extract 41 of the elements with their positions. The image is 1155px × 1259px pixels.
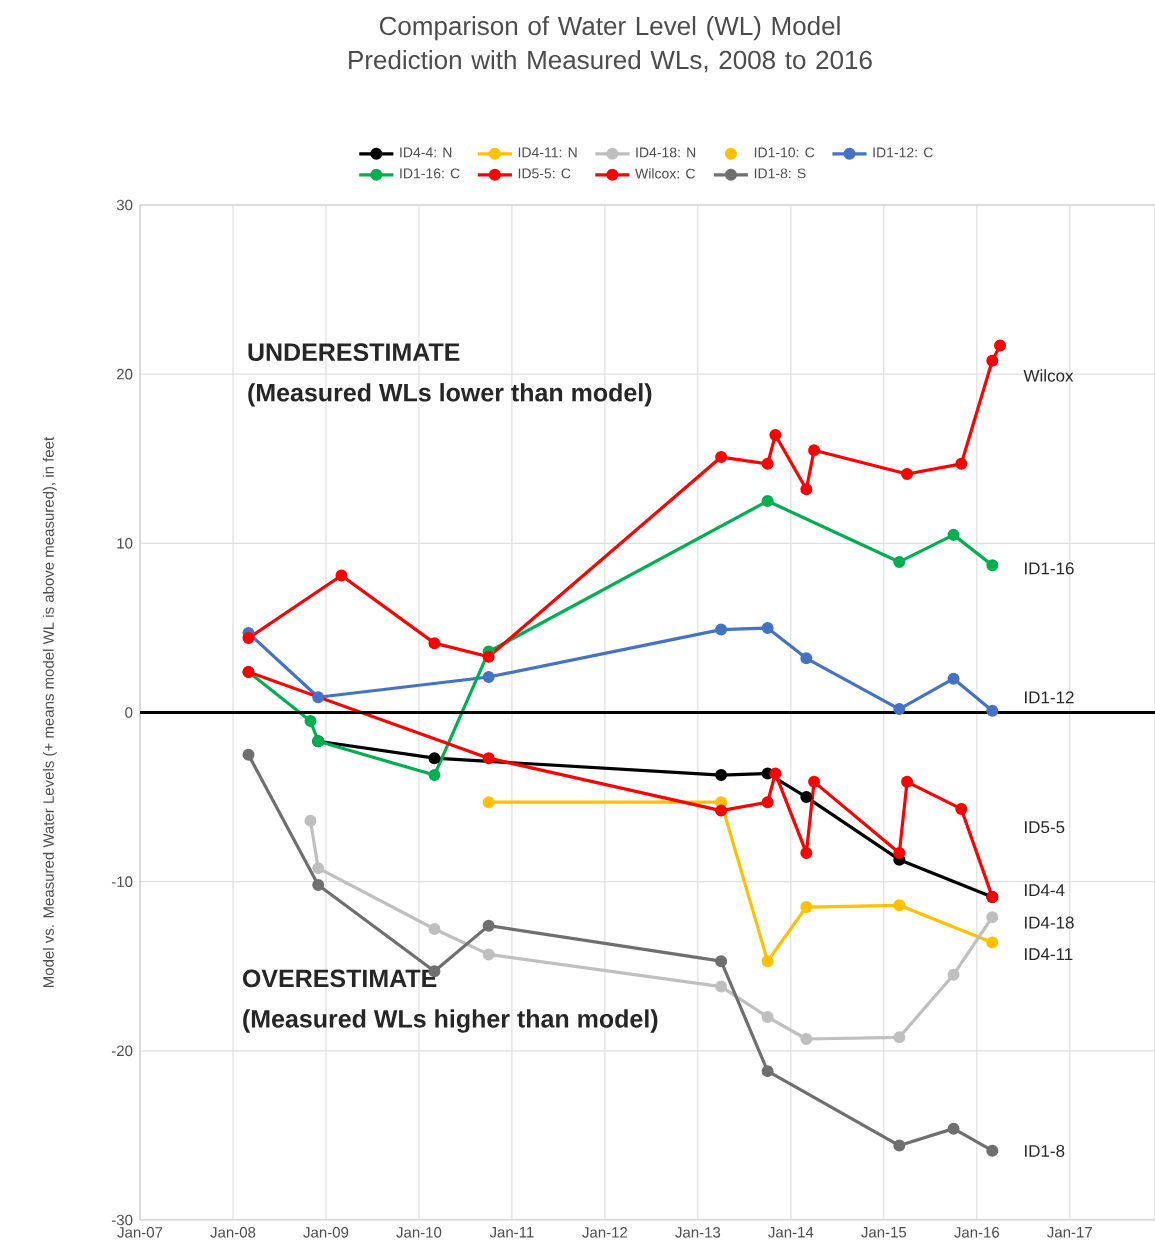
legend-label: ID1-12: C	[873, 147, 933, 158]
annotation: ID4-4	[1025, 884, 1065, 896]
annotation: OVERESTIMATE	[242, 969, 437, 988]
annotation: ID1-16	[1025, 562, 1074, 575]
y-tick-label: 20	[117, 368, 133, 380]
x-tick-label: Jan-17	[1047, 1227, 1092, 1238]
y-tick-label: 30	[116, 199, 133, 211]
x-tick-label: Jan-15	[861, 1227, 907, 1238]
y-axis-title: Model vs. Measured Water Levels (+ means model WL is above measured), in feet	[42, 436, 57, 988]
legend-label: ID1-16: C	[400, 168, 460, 179]
x-tick-label: Jan-16	[954, 1227, 1000, 1238]
y-tick-label: -30	[111, 1214, 133, 1226]
annotation: ID5-5	[1025, 821, 1065, 834]
legend-label: Wilcox: C	[635, 168, 695, 179]
x-tick-label: Jan-10	[396, 1227, 442, 1238]
x-tick-label: Jan-07	[117, 1227, 163, 1238]
y-tick-label: -20	[111, 1045, 133, 1057]
legend-label: ID4-4: N	[400, 147, 452, 158]
annotation: Wilcox	[1023, 369, 1074, 382]
legend-label: ID5-5: C	[518, 168, 571, 179]
x-tick-label: Jan-14	[768, 1227, 814, 1238]
y-tick-label: 0	[125, 707, 133, 718]
annotation: ID4-18	[1025, 916, 1074, 929]
annotation: ID1-12	[1025, 691, 1074, 704]
annotation: (Measured WLs higher than model)	[243, 1009, 658, 1033]
x-tick-label: Jan-08	[210, 1227, 256, 1238]
x-tick-label: Jan-13	[675, 1227, 721, 1238]
legend-label: ID1-10: C	[754, 147, 815, 158]
legend-label: ID4-18: N	[636, 147, 696, 158]
annotation: ID4-11	[1025, 948, 1073, 960]
y-tick-label: 10	[117, 538, 133, 549]
x-tick-label: Jan-11	[489, 1227, 534, 1238]
x-tick-label: Jan-12	[582, 1227, 628, 1238]
x-tick-label: Jan-09	[303, 1227, 349, 1238]
chart-title: Comparison of Water Level (WL) Model Prediction with Measured WLs, 2008 to 2016	[349, 16, 872, 73]
annotation: ID1-8	[1025, 1144, 1065, 1157]
annotation: (Measured WLs lower than model)	[248, 383, 652, 407]
legend-label: ID1-8: S	[754, 168, 806, 179]
y-tick-label: -10	[111, 876, 133, 887]
annotation: UNDERESTIMATE	[248, 343, 460, 362]
legend-label: ID4-11: N	[518, 147, 577, 158]
